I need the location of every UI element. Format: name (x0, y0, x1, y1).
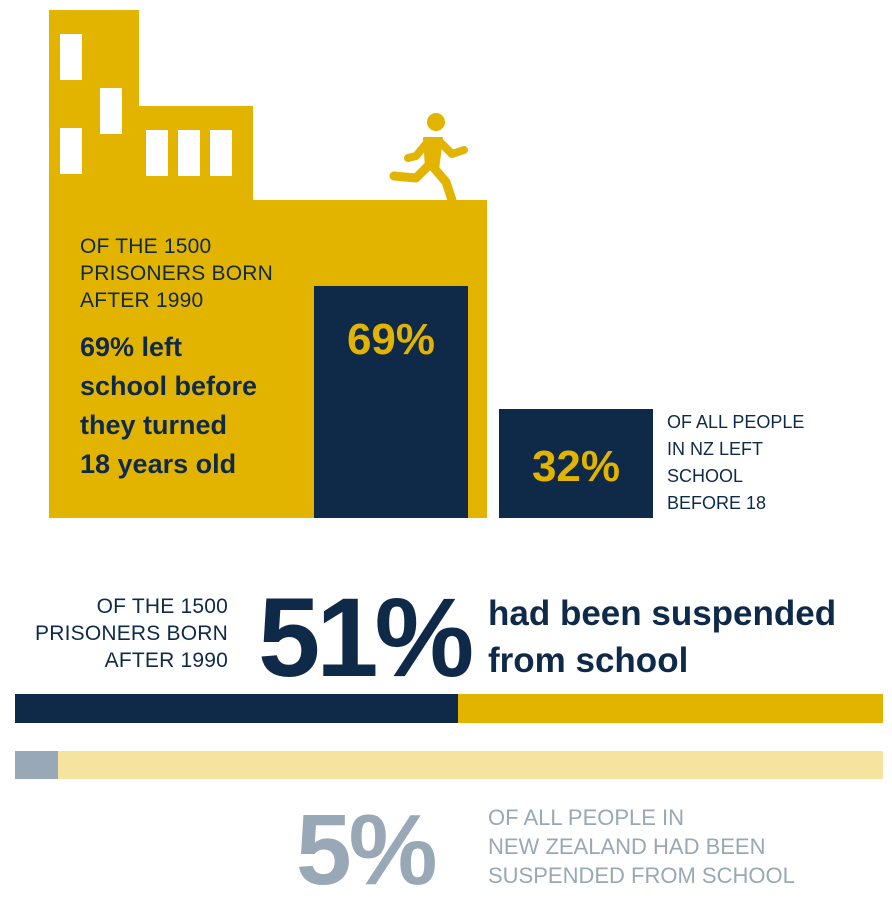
caption-line: OF ALL PEOPLE IN (488, 805, 685, 830)
caption-line: OF ALL PEOPLE (667, 412, 805, 432)
context-line: AFTER 1990 (80, 289, 204, 312)
nz-suspended-value: 5% (296, 794, 438, 906)
headline-line: 69% left (80, 332, 183, 362)
nz-left-school-caption: OF ALL PEOPLE IN NZ LEFT SCHOOL BEFORE 1… (667, 409, 867, 517)
nz-left-school-bar: 32% (499, 409, 653, 518)
building-window (178, 130, 200, 176)
caption-line: SUSPENDED FROM SCHOOL (488, 863, 795, 888)
building-window (146, 130, 168, 176)
headline-line: they turned (80, 410, 228, 440)
building-window (100, 88, 122, 134)
building-window (210, 130, 232, 176)
headline-line: school before (80, 371, 258, 401)
nz-suspended-fill (15, 751, 59, 779)
caption-line: SCHOOL (667, 466, 744, 486)
caption-line: NEW ZEALAND HAD BEEN (488, 834, 766, 859)
caption-line: IN NZ LEFT (667, 439, 764, 459)
prisoners-left-school-value: 69% (346, 315, 436, 364)
left-school-context: OF THE 1500 PRISONERS BORN AFTER 1990 (80, 233, 310, 314)
suspended-headline: had been suspended from school (488, 590, 888, 684)
context-line: AFTER 1990 (104, 649, 228, 672)
building-window (60, 34, 82, 80)
context-line: OF THE 1500 (96, 595, 228, 618)
prisoners-suspended-value: 51% (258, 575, 474, 700)
caption-line: BEFORE 18 (667, 493, 767, 513)
prisoners-suspended-fill (15, 694, 458, 723)
prisoners-suspended-bar (15, 694, 883, 723)
prisoners-left-school-bar: 69% (314, 286, 468, 518)
headline-line: 18 years old (80, 449, 237, 479)
context-line: PRISONERS BORN (35, 622, 228, 645)
building-window (60, 128, 82, 174)
context-line: OF THE 1500 (80, 235, 212, 258)
suspended-context: OF THE 1500 PRISONERS BORN AFTER 1990 (10, 593, 228, 674)
headline-line: had been suspended (488, 594, 837, 633)
context-line: PRISONERS BORN (80, 262, 273, 285)
nz-suspended-caption: OF ALL PEOPLE IN NEW ZEALAND HAD BEEN SU… (488, 803, 888, 890)
nz-left-school-value: 32% (531, 442, 621, 491)
headline-line: from school (488, 641, 689, 680)
running-person-icon (389, 113, 468, 204)
left-school-headline: 69% left school before they turned 18 ye… (80, 328, 310, 484)
nz-suspended-bar (15, 751, 883, 779)
